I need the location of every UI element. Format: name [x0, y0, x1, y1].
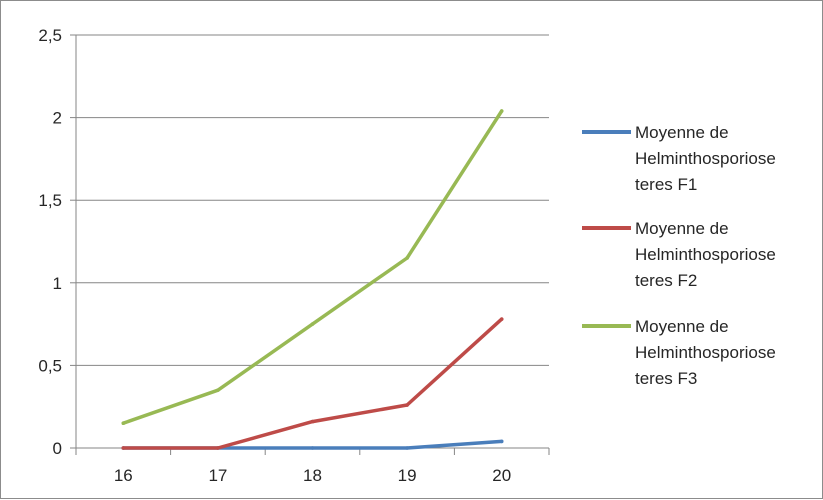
x-tick-label: 20	[492, 466, 511, 485]
legend-label-3: teres F3	[635, 369, 697, 388]
series-2-point	[216, 446, 220, 450]
series-1-point	[310, 446, 315, 450]
legend-label-2: teres F2	[635, 271, 697, 290]
legend-label-1: teres F1	[635, 175, 697, 194]
x-tick-label: 19	[398, 466, 417, 485]
series-2-point	[310, 419, 315, 424]
legend-label-1: Helminthosporiose	[635, 149, 776, 168]
x-tick-label: 16	[114, 466, 133, 485]
x-tick-label: 18	[303, 466, 322, 485]
y-tick-label: 2	[53, 109, 62, 128]
y-tick-label: 2,5	[38, 26, 62, 45]
series-1-point	[499, 439, 504, 444]
y-tick-label: 0,5	[38, 356, 62, 375]
legend-label-3: Helminthosporiose	[635, 343, 776, 362]
series-1-point	[405, 446, 409, 450]
y-tick-label: 1	[53, 274, 62, 293]
series-line-2	[121, 317, 504, 450]
legend-label-2: Helminthosporiose	[635, 245, 776, 264]
series-3-point	[121, 421, 126, 426]
series-line-3	[121, 109, 504, 425]
series-3-point	[405, 256, 409, 260]
series-2-point	[121, 446, 126, 450]
series-3-point	[499, 109, 504, 113]
series-2-point	[499, 317, 504, 321]
y-tick-label: 0	[53, 439, 62, 458]
y-tick-label: 1,5	[38, 191, 62, 210]
series-3-point	[216, 388, 220, 392]
legend-label-2: Moyenne de	[635, 219, 729, 238]
legend-label-1: Moyenne de	[635, 123, 729, 142]
series-3-point	[310, 322, 315, 326]
series-2-point	[405, 403, 409, 407]
x-tick-label: 17	[208, 466, 227, 485]
legend-label-3: Moyenne de	[635, 317, 729, 336]
